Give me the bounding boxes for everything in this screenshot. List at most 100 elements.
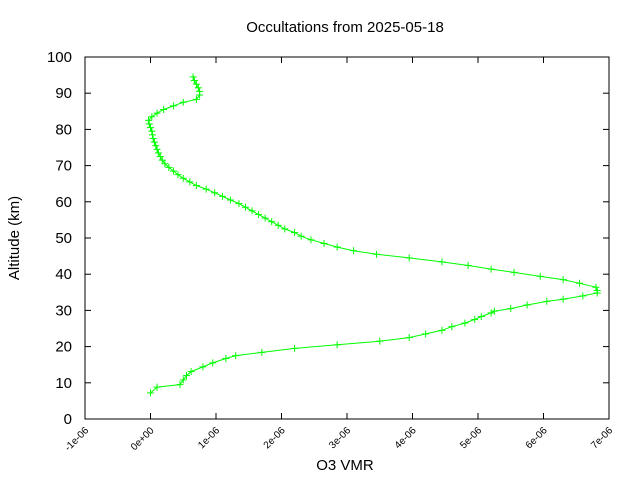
- data-point: [248, 207, 256, 215]
- chart-title: Occultations from 2025-05-18: [246, 19, 444, 36]
- data-point: [477, 313, 485, 321]
- data-point: [189, 73, 197, 81]
- data-point: [209, 359, 217, 367]
- data-point: [235, 200, 243, 208]
- data-point: [261, 214, 269, 222]
- data-point: [268, 218, 276, 226]
- y-tick-label: 60: [55, 194, 72, 211]
- data-point: [536, 272, 544, 280]
- data-point: [320, 239, 328, 247]
- x-axis: -1e-06 0e+00 1e-06 2e-06 3e-06 4e-06 5e-06 6e-0…: [63, 57, 615, 454]
- data-point: [350, 247, 358, 255]
- data-point: [179, 376, 187, 384]
- data-point: [147, 389, 154, 397]
- x-tick-label: 6e-06: [524, 425, 550, 451]
- x-tick-label: 4e-06: [393, 425, 419, 451]
- x-tick-label: -1e-06: [63, 425, 92, 454]
- data-point: [291, 344, 299, 352]
- x-axis-title: O3 VMR: [316, 457, 374, 474]
- data-point: [222, 355, 230, 363]
- data-point: [333, 341, 341, 349]
- data-point: [579, 292, 587, 300]
- data-point: [422, 330, 430, 338]
- data-point: [194, 84, 202, 92]
- data-point: [559, 295, 567, 303]
- data-point: [153, 145, 161, 153]
- data-point: [149, 134, 157, 142]
- data-point: [183, 372, 191, 380]
- data-point: [487, 265, 495, 273]
- data-point: [307, 236, 315, 244]
- x-tick-label: 2e-06: [262, 425, 288, 451]
- data-point: [255, 210, 263, 218]
- data-point: [202, 185, 210, 193]
- data-point: [559, 276, 567, 284]
- y-tick-label: 0: [64, 411, 72, 428]
- data-point: [176, 381, 184, 389]
- data-point: [150, 138, 158, 146]
- data-point: [274, 221, 282, 229]
- data-point: [490, 307, 498, 315]
- data-point: [148, 113, 156, 121]
- data-point: [160, 105, 168, 113]
- data-point: [291, 229, 299, 237]
- y-tick-label: 70: [55, 158, 72, 175]
- y-axis: 0 10 20 30 40 50 60 70 80 90 100: [47, 49, 609, 428]
- data-point: [507, 305, 515, 313]
- data-point: [145, 116, 153, 124]
- data-point: [186, 178, 194, 186]
- data-point: [438, 326, 446, 334]
- data-point: [165, 163, 173, 171]
- data-point: [156, 153, 164, 161]
- data-point: [147, 124, 154, 132]
- data-point: [192, 182, 200, 190]
- data-point: [179, 98, 187, 106]
- x-tick-label: 1e-06: [196, 425, 222, 451]
- y-axis-title: Altitude (km): [6, 196, 23, 280]
- data-point: [241, 203, 249, 211]
- data-point: [593, 286, 601, 294]
- y-tick-label: 20: [55, 339, 72, 356]
- data-point: [376, 337, 384, 345]
- data-point: [169, 102, 177, 110]
- data-point: [153, 109, 161, 117]
- y-tick-label: 100: [47, 49, 72, 66]
- data-point: [190, 77, 198, 85]
- data-point: [145, 120, 153, 128]
- x-tick-label: 0e+00: [129, 425, 157, 453]
- data-point: [405, 334, 413, 342]
- data-point: [219, 192, 227, 200]
- data-point: [510, 268, 518, 276]
- data-point: [487, 309, 495, 317]
- data-point: [258, 348, 266, 356]
- x-tick-label: 5e-06: [458, 425, 484, 451]
- series-layer: [145, 73, 601, 397]
- data-point: [179, 174, 187, 182]
- data-point: [174, 171, 182, 179]
- data-point: [187, 368, 195, 376]
- data-point: [154, 149, 162, 157]
- data-point: [192, 95, 200, 103]
- data-point: [192, 80, 200, 88]
- data-point: [464, 262, 472, 270]
- data-point: [461, 319, 469, 327]
- data-point: [158, 156, 166, 164]
- data-point: [523, 301, 531, 309]
- data-point: [199, 363, 207, 371]
- y-tick-label: 80: [55, 121, 72, 138]
- data-point: [297, 232, 305, 240]
- data-point: [543, 297, 551, 305]
- y-tick-label: 50: [55, 230, 72, 247]
- series-line: [147, 76, 598, 394]
- data-point: [226, 196, 234, 204]
- data-point: [161, 160, 169, 168]
- data-point: [148, 127, 156, 135]
- data-point: [576, 279, 584, 287]
- data-point: [148, 131, 156, 139]
- data-point: [153, 383, 161, 391]
- data-point: [372, 250, 380, 258]
- data-point: [448, 323, 456, 331]
- data-point: [152, 142, 160, 150]
- y-tick-label: 30: [55, 302, 72, 319]
- y-tick-label: 40: [55, 266, 72, 283]
